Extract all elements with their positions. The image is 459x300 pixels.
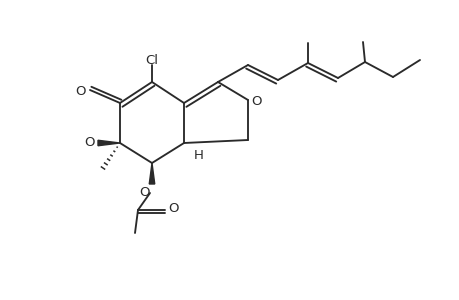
Polygon shape (149, 163, 154, 184)
Text: O: O (84, 136, 95, 148)
Text: H: H (194, 148, 203, 161)
Text: O: O (168, 202, 179, 215)
Polygon shape (98, 140, 120, 146)
Text: Cl: Cl (145, 53, 158, 67)
Text: O: O (76, 85, 86, 98)
Text: O: O (251, 94, 262, 107)
Text: O: O (140, 185, 150, 199)
